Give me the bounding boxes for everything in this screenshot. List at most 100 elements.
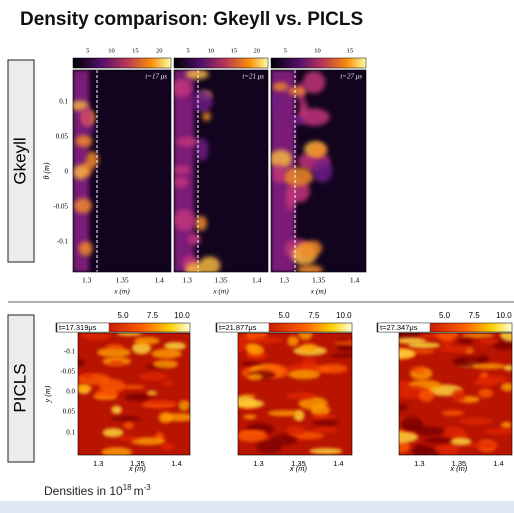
x-tick-label: 1.4 — [155, 276, 165, 285]
colorbar-tick-label: 5.0 — [439, 311, 451, 320]
footer-unit-exponent: -3 — [144, 483, 152, 492]
x-axis-label: x (m) — [128, 464, 147, 473]
colorbar-tick-label: 10 — [208, 47, 215, 54]
heatmap-blob — [288, 369, 321, 380]
heatmap-blob — [424, 437, 454, 444]
heatmap-blob — [319, 363, 348, 374]
time-label: t=27.347μs — [380, 323, 418, 332]
heatmap-blob — [116, 333, 143, 336]
heatmap-blob — [118, 435, 139, 441]
colorbar-tick-label: 10 — [314, 47, 321, 54]
heatmap-blob — [138, 372, 168, 381]
heatmap-blob — [473, 378, 497, 387]
x-axis-label: x (m) — [113, 287, 130, 296]
heatmap-blob — [185, 262, 204, 272]
heatmap-blob — [162, 380, 174, 387]
colorbar — [215, 322, 353, 333]
colorbar-tick-label: 20 — [253, 47, 260, 54]
y-tick-label: 0.1 — [66, 429, 75, 437]
heatmap-blob — [285, 425, 306, 436]
heatmap-blob — [302, 71, 326, 94]
colorbar-tick-label: 10.0 — [496, 311, 512, 320]
heatmap-blob — [192, 90, 213, 113]
heatmap-blob — [247, 344, 264, 356]
x-tick-label: 1.4 — [171, 459, 181, 468]
heatmap-blob — [271, 96, 283, 111]
heatmap-blob — [86, 151, 99, 169]
heatmap-blob — [81, 106, 92, 128]
colorbar-tick-label: 15 — [132, 47, 139, 54]
heatmap-blob — [439, 346, 473, 353]
heatmap-blob — [272, 164, 286, 184]
y-tick-label: 0.05 — [56, 133, 69, 141]
heatmap-blob — [145, 400, 179, 405]
x-tick-label: 1.3 — [93, 459, 103, 468]
heatmap-blob — [288, 116, 306, 125]
x-tick-label: 1.3 — [82, 276, 92, 285]
colorbar-tick-label: 10 — [108, 47, 115, 54]
heatmap-blob — [78, 384, 93, 392]
heatmap-blob — [399, 337, 427, 344]
heatmap-blob — [288, 86, 307, 96]
x-tick-label: 1.4 — [493, 459, 503, 468]
time-label-box — [377, 322, 431, 333]
heatmap-blob — [435, 442, 460, 455]
time-label-box — [216, 322, 270, 333]
time-label: t=27 μs — [340, 73, 362, 81]
heatmap-blob — [461, 333, 495, 338]
colorbar — [270, 57, 367, 69]
panel-frame — [173, 69, 269, 273]
x-tick-label: 1.35 — [291, 459, 306, 468]
heatmap-blob — [174, 165, 191, 175]
heatmap — [174, 70, 268, 272]
heatmap-blob — [267, 410, 301, 417]
heatmap-blob — [198, 256, 221, 272]
colorbar-tick-label: 15 — [347, 47, 354, 54]
heatmap-blob — [272, 82, 289, 91]
heatmap-blob — [131, 437, 166, 446]
heatmap-blob — [111, 405, 122, 415]
y-tick-label: -0.05 — [53, 203, 68, 211]
heatmap-blob — [240, 361, 263, 367]
heatmap-blob — [329, 353, 352, 358]
slide-title: Density comparison: Gkeyll vs. PICLS — [20, 9, 363, 30]
heatmap-blob — [176, 136, 199, 147]
y-tick-label: -0.1 — [57, 238, 69, 246]
heatmap-blob — [202, 111, 211, 122]
heatmap-blob — [282, 167, 314, 186]
heatmap-blob — [458, 417, 493, 425]
heatmap-blob — [134, 336, 160, 345]
heatmap-blob — [121, 384, 146, 390]
heatmap-blob — [300, 343, 318, 352]
heatmap-blob — [163, 413, 190, 422]
heatmap-blob — [174, 79, 192, 98]
x-tick-label: 1.35 — [312, 276, 325, 285]
colorbar — [55, 322, 191, 333]
colorbar-tick-label: 5.0 — [278, 311, 290, 320]
colorbar-tick-label: 10.0 — [336, 311, 352, 320]
heatmap-blob — [238, 399, 265, 408]
time-label: t=21 μs — [242, 73, 264, 81]
heatmap-blob — [298, 108, 330, 126]
row-label-box — [7, 314, 35, 463]
heatmap-blob — [286, 392, 316, 400]
heatmap-blob — [146, 390, 158, 395]
heatmap-blob — [310, 142, 327, 158]
time-label-box — [56, 322, 110, 333]
x-tick-label: 1.4 — [333, 459, 343, 468]
heatmap-blob — [271, 149, 292, 169]
heatmap-blob — [124, 393, 150, 402]
panel-frame — [77, 332, 191, 456]
heatmap-blob — [500, 333, 512, 342]
heatmap — [271, 70, 366, 272]
heatmap-blob — [312, 159, 333, 183]
time-label: t=17 μs — [145, 73, 167, 81]
heatmap-blob — [287, 180, 310, 203]
y-tick-label: 0.0 — [66, 388, 75, 396]
heatmap-blob — [185, 70, 209, 80]
heatmap-blob — [441, 410, 465, 416]
heatmap-blob — [503, 365, 512, 371]
y-axis-label: θ (m) — [42, 162, 51, 179]
colorbar-tick-label: 5 — [284, 47, 287, 54]
colorbar-tick-label: 7.5 — [147, 311, 159, 320]
